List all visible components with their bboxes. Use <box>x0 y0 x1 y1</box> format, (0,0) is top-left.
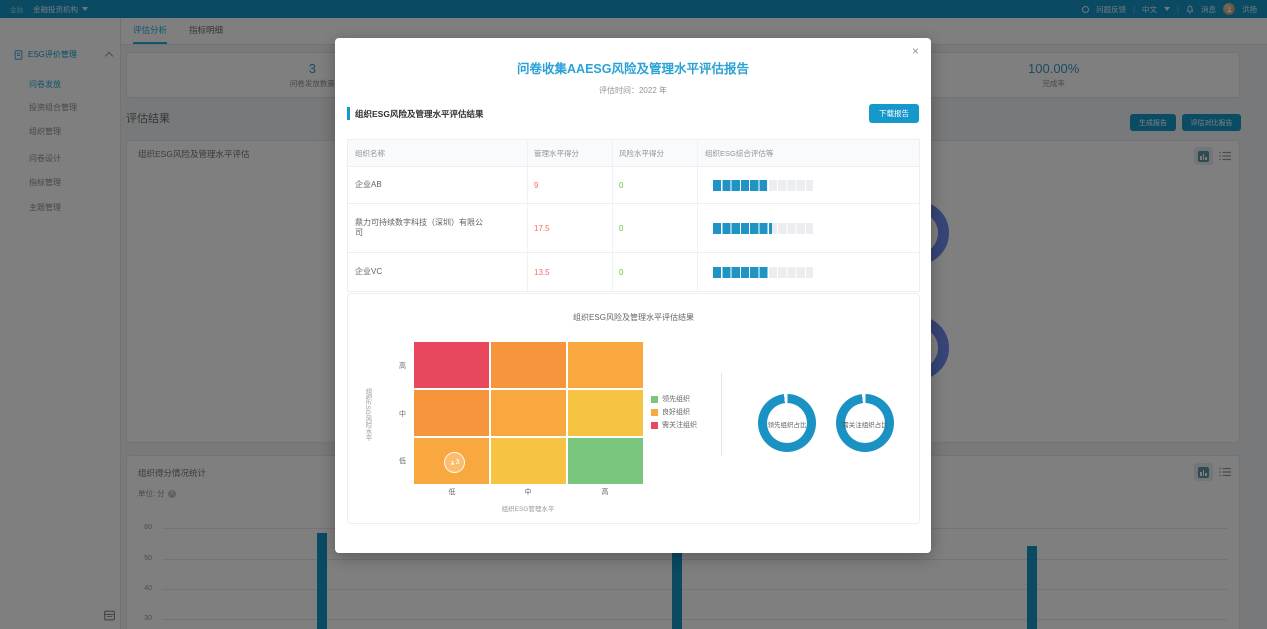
org-name: 企业VC <box>355 266 383 276</box>
table-row: 鼎力可持续数字科技（深圳）有限公司 17.5 0 <box>348 204 919 253</box>
col-header-risk-score: 风险水平得分 <box>613 140 698 166</box>
col-header-rating: 组织ESG综合评估等 <box>705 148 774 158</box>
org-count: 3 <box>455 459 460 466</box>
heatmap-cell <box>491 342 566 388</box>
modal-title: 问卷收集AAESG风险及管理水平评估报告 <box>517 62 749 76</box>
table-header-row: 组织名称 管理水平得分 风险水平得分 组织ESG综合评估等 <box>348 140 919 167</box>
mgmt-score: 17.5 <box>528 204 613 252</box>
y-tick-mid: 中 <box>399 411 406 418</box>
donut-chart-attention <box>836 394 894 452</box>
heatmap-title: 组织ESG风险及管理水平评估结果 <box>573 313 694 322</box>
donut-chart-leading <box>758 394 816 452</box>
risk-score: 0 <box>613 253 698 291</box>
legend-item-attention: 需关注组织 <box>651 420 697 430</box>
heatmap-cell <box>414 390 489 436</box>
x-tick-mid: 中 <box>524 489 532 496</box>
donut-label-leading: 领先组织占比 <box>767 422 807 429</box>
table-row: 企业VC 13.5 0 <box>348 253 919 291</box>
legend-swatch <box>651 408 658 416</box>
heatmap-cell <box>491 438 566 484</box>
heatmap-grid <box>414 342 643 484</box>
legend-swatch <box>651 395 658 403</box>
heatmap-x-axis-label: 组织ESG管理水平 <box>501 506 555 513</box>
org-name: 鼎力可持续数字科技（深圳）有限公司 <box>355 217 483 237</box>
rating-bar <box>713 222 813 234</box>
organization-table: 组织名称 管理水平得分 风险水平得分 组织ESG综合评估等 企业AB 9 0 鼎… <box>347 139 920 292</box>
x-tick-high: 高 <box>601 489 609 496</box>
evaluation-time: 评估时间：2022 年 <box>598 86 668 95</box>
download-report-button[interactable]: 下载报告 <box>869 104 919 123</box>
risk-score: 0 <box>613 167 698 203</box>
heatmap-cell <box>491 390 566 436</box>
org-name: 企业AB <box>355 179 382 189</box>
x-tick-low: 低 <box>448 489 456 496</box>
heatmap-cell <box>414 342 489 388</box>
y-tick-high: 高 <box>399 363 406 370</box>
rating-bar <box>713 266 813 278</box>
chart-panel: 组织ESG风险及管理水平评估结果 组织ESG风险水平 高 中 低 3 低 中 高… <box>347 293 920 524</box>
heatmap-cell <box>568 390 643 436</box>
col-header-org-name: 组织名称 <box>348 140 528 166</box>
legend-swatch <box>651 421 658 429</box>
heatmap-y-axis-label: 组织ESG风险水平 <box>364 387 371 441</box>
close-icon[interactable]: × <box>911 44 919 58</box>
person-icon <box>450 460 454 465</box>
mgmt-score: 13.5 <box>528 253 613 291</box>
mgmt-score: 9 <box>528 167 613 203</box>
legend-item-good: 良好组织 <box>651 407 690 417</box>
org-count-badge: 3 <box>444 452 465 473</box>
risk-score: 0 <box>613 204 698 252</box>
rating-bar <box>713 179 813 191</box>
report-modal: × 问卷收集AAESG风险及管理水平评估报告 评估时间：2022 年 组织ESG… <box>335 38 931 553</box>
heatmap-cell <box>568 438 643 484</box>
table-row: 企业AB 9 0 <box>348 167 919 204</box>
section-accent-bar <box>347 107 350 120</box>
y-tick-low: 低 <box>399 458 406 465</box>
col-header-mgmt-score: 管理水平得分 <box>528 140 613 166</box>
donut-label-attention: 需关注组织占比 <box>842 422 888 429</box>
heatmap-cell <box>568 342 643 388</box>
modal-section-title: 组织ESG风险及管理水平评估结果 <box>355 109 484 119</box>
vertical-divider <box>721 373 722 456</box>
legend-item-leading: 领先组织 <box>651 394 690 404</box>
